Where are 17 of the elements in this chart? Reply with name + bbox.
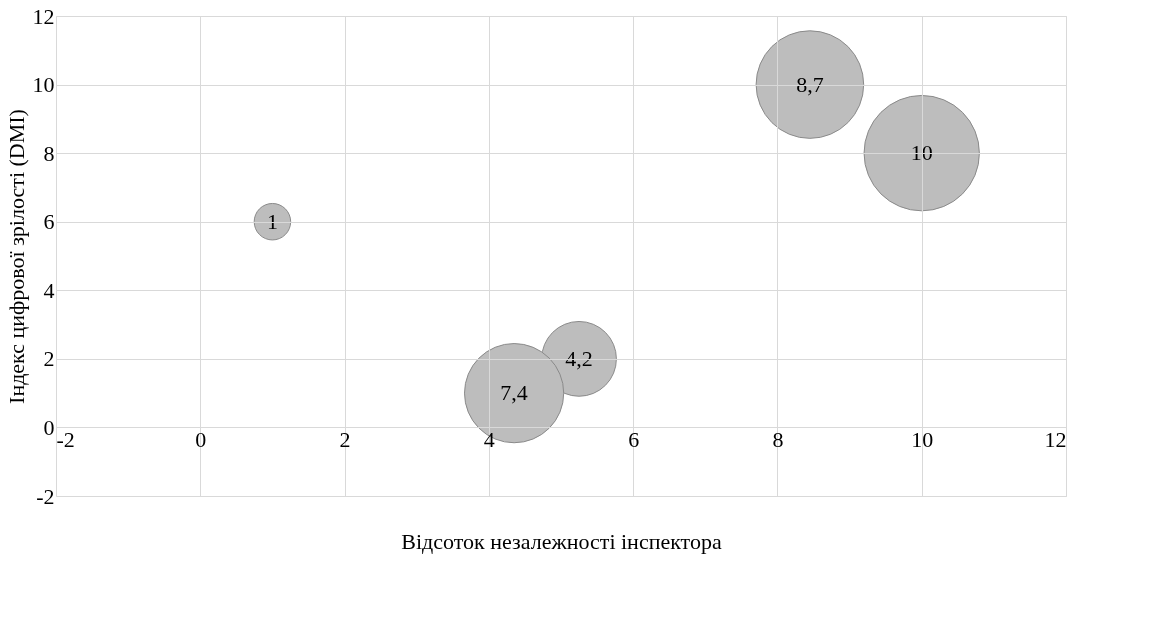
y-tick-label: 6 (43, 209, 55, 235)
x-axis-title: Відсоток незалежності інспектора (401, 528, 722, 554)
y-tick-label: 8 (43, 140, 55, 166)
y-tick-label: -2 (36, 483, 55, 509)
y-tick-label: 10 (32, 72, 55, 98)
y-axis-title: Індекс цифрової зрілості (DMI) (3, 109, 29, 404)
x-tick-label: 2 (339, 426, 351, 452)
x-tick-label: 12 (1044, 426, 1067, 452)
data-label: 7,4 (500, 380, 528, 406)
y-tick-label: 4 (43, 277, 55, 303)
x-tick-label: 10 (911, 426, 934, 452)
x-tick-label: 6 (628, 426, 640, 452)
x-tick-label: 0 (195, 426, 207, 452)
x-tick-label: 4 (483, 426, 495, 452)
y-tick-label: 2 (43, 346, 55, 372)
y-tick-label: 12 (32, 3, 55, 29)
x-tick-label: 8 (772, 426, 784, 452)
